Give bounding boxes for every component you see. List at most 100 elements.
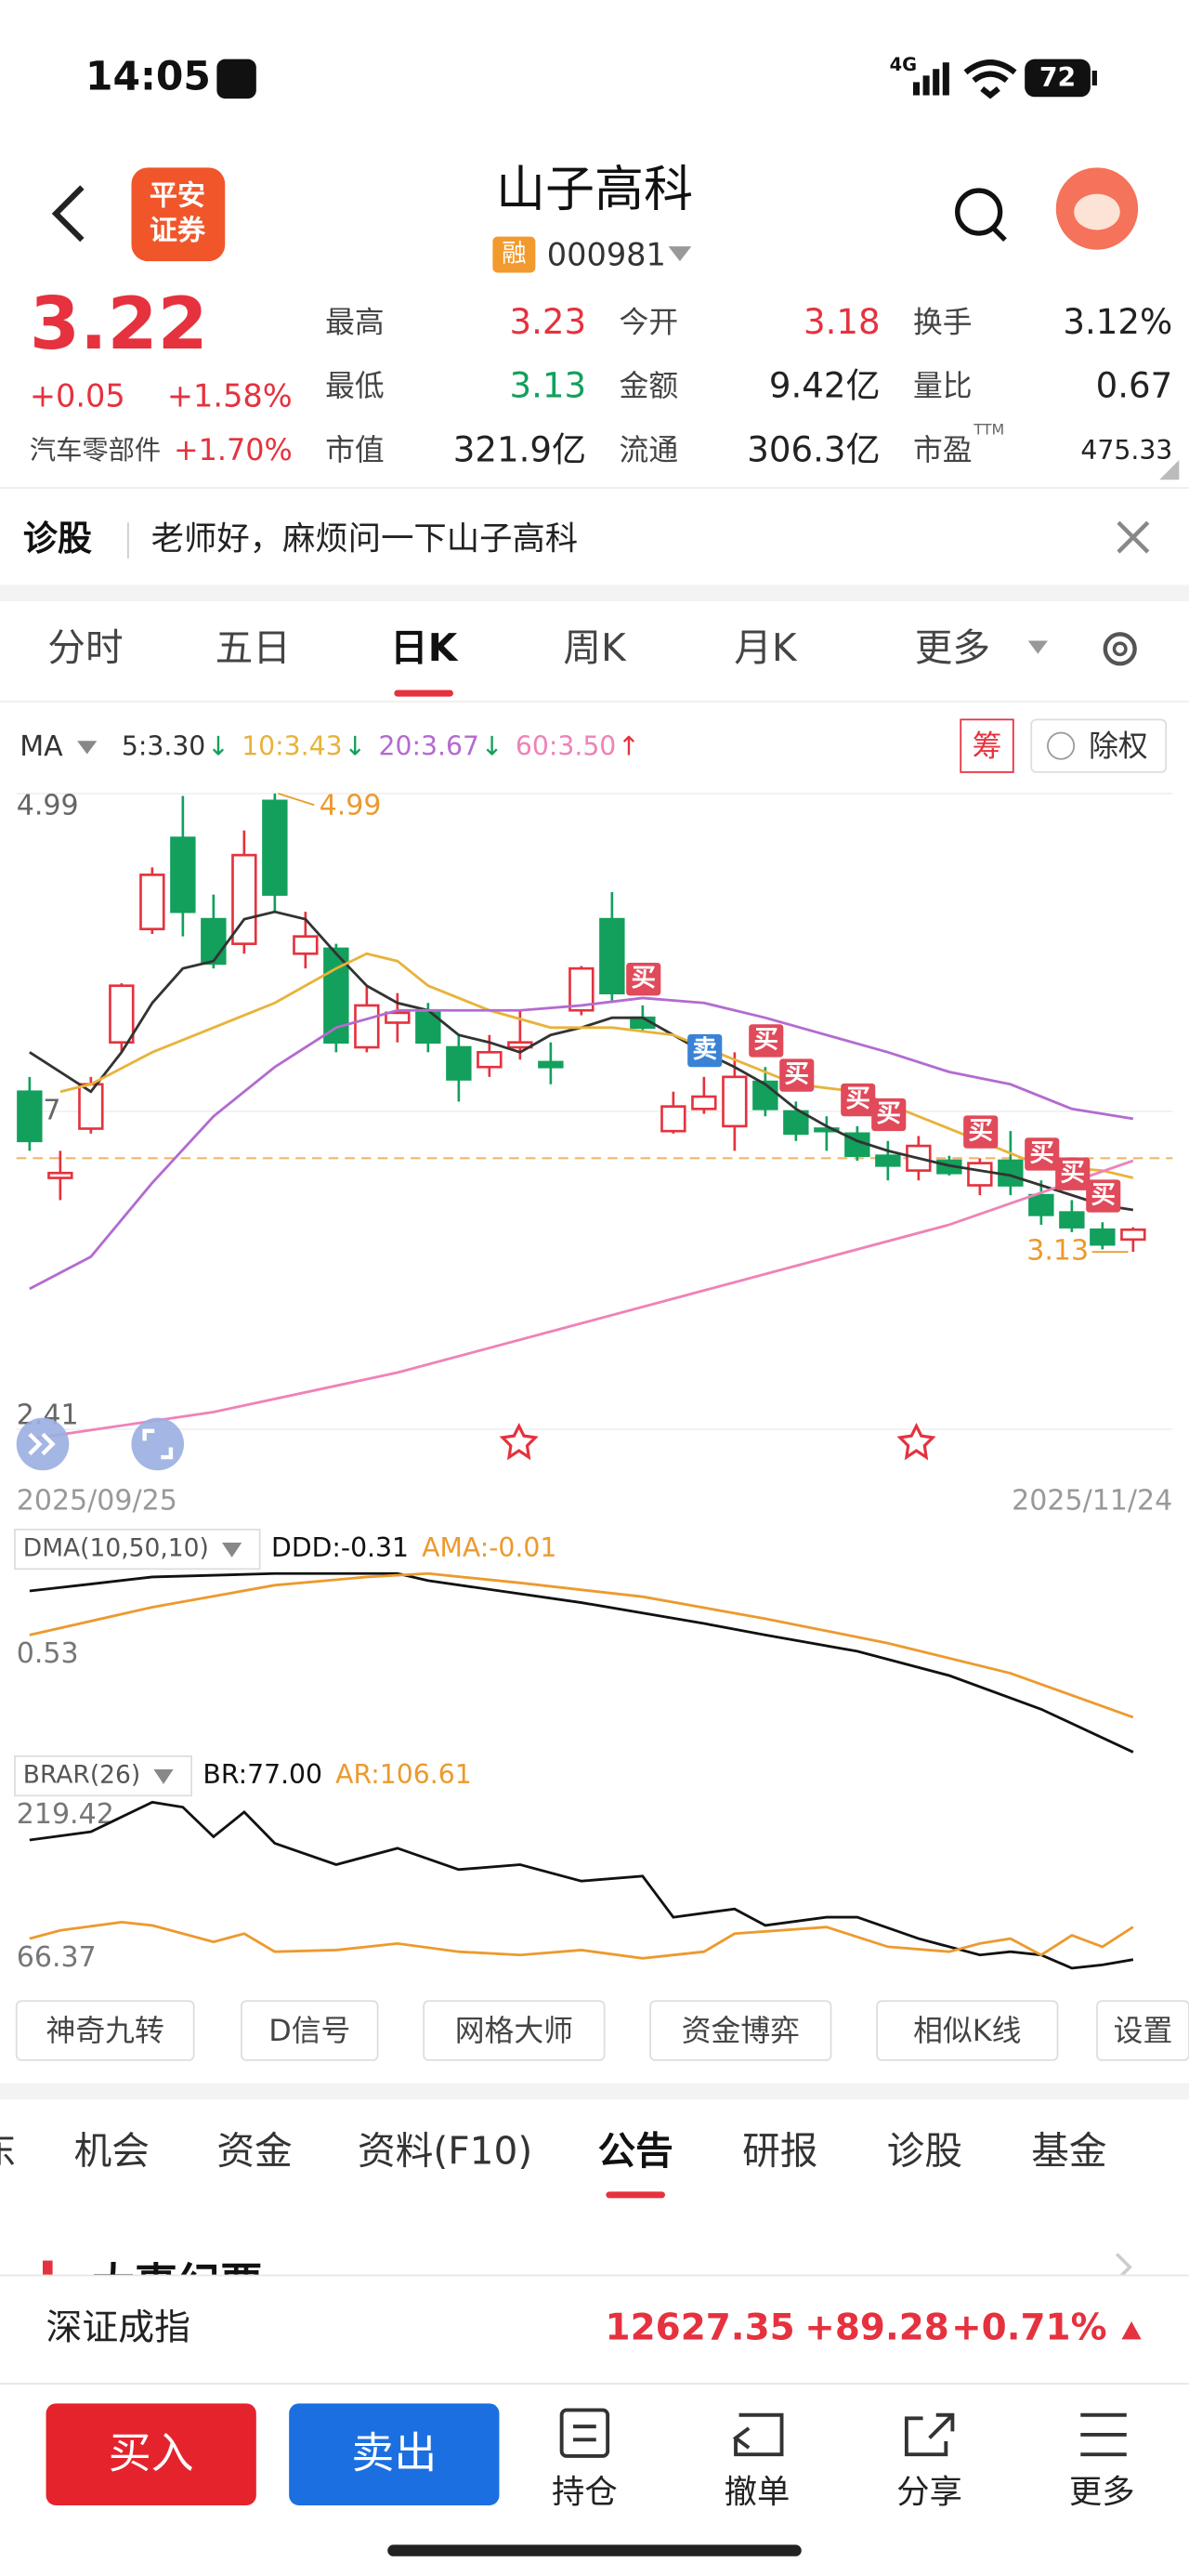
action-label[interactable]: 分享 (896, 2474, 962, 2512)
candle-body (691, 1095, 717, 1111)
battery-level: 72 (1039, 62, 1076, 93)
expand-corner[interactable] (1159, 460, 1180, 480)
broker-line: 证券 (150, 215, 206, 247)
price-change: +0.05 (30, 377, 125, 414)
period-tab[interactable]: 周K (563, 625, 627, 670)
signal-badge[interactable] (749, 1024, 784, 1058)
period-tab[interactable]: 五日 (216, 625, 291, 670)
signal-badge[interactable] (871, 1097, 907, 1132)
diagnosis-text: 老师好，麻烦问一下山子高科 (151, 520, 578, 559)
tool-button[interactable] (649, 2000, 832, 2061)
buy-button[interactable] (46, 2403, 256, 2505)
series-line (59, 952, 1134, 1179)
sector-name: 汽车零部件 (30, 435, 161, 466)
signal-badge[interactable] (626, 962, 661, 996)
candle-body (538, 1060, 564, 1069)
status-network: 4G (890, 54, 917, 75)
fullscreen-button[interactable] (131, 1417, 185, 1471)
tool-button[interactable] (241, 2000, 379, 2061)
margin-tag-text: 融 (502, 240, 527, 269)
candle-body (293, 935, 319, 955)
info-tabs: 东 机会 资金 资料(F10) 公告 研报 诊股 基金 (0, 2129, 1107, 2199)
settings-button[interactable] (1103, 632, 1137, 666)
period-tab[interactable]: 分时 (47, 625, 123, 670)
tool-label: D信号 (268, 2013, 350, 2048)
signal-badge[interactable] (1025, 1137, 1060, 1171)
ma-dropdown[interactable] (77, 741, 98, 755)
candle-body (599, 917, 625, 994)
back-button[interactable] (51, 185, 85, 243)
y-tick-label: 219.42 (17, 1798, 114, 1831)
signal-badge[interactable] (1055, 1157, 1091, 1190)
stat-value: 475.33 (1080, 435, 1172, 466)
max-label: 4.99 (320, 790, 382, 822)
signal-badge[interactable] (841, 1083, 876, 1117)
position-icon[interactable] (559, 2408, 610, 2458)
candle-body (477, 1050, 503, 1069)
period-tab[interactable]: 月K (734, 625, 798, 670)
ma-legend-arrow: ↓ (344, 730, 366, 761)
period-tab[interactable]: 日K (390, 625, 459, 670)
candle-body (875, 1154, 901, 1167)
tool-button[interactable] (15, 2000, 195, 2061)
action-label[interactable]: 更多 (1069, 2474, 1135, 2512)
signal-label: 买 (876, 1099, 900, 1128)
panel-name-box[interactable] (14, 1755, 192, 1797)
info-tab[interactable]: 东 (0, 2129, 17, 2174)
info-tab[interactable]: 基金 (1031, 2129, 1106, 2174)
event-marker[interactable] (896, 1422, 936, 1461)
info-tab[interactable]: 资料(F10) (358, 2129, 532, 2174)
index-change: +89.28 (804, 2307, 949, 2348)
stat-label: 流通 (620, 432, 679, 467)
info-tab[interactable]: 公告 (598, 2129, 673, 2174)
stock-code: 000981 (547, 236, 666, 272)
series-line (29, 1571, 1134, 1719)
period-tab[interactable]: 更多 (915, 625, 990, 670)
signal-badge[interactable] (687, 1033, 723, 1068)
cancel-icon[interactable] (732, 2412, 784, 2457)
stat-value: 321.9亿 (453, 430, 586, 470)
stat-label: 金额 (620, 368, 679, 403)
stat-value: 3.18 (804, 302, 881, 342)
sell-button[interactable] (289, 2403, 500, 2505)
chip-button[interactable] (960, 718, 1014, 773)
info-tab[interactable]: 资金 (216, 2129, 292, 2174)
collapse-button[interactable] (16, 1417, 70, 1471)
signal-badge[interactable] (779, 1058, 815, 1092)
period-tabs: 分时 五日 日K 周K 月K 更多 (47, 625, 990, 697)
home-indicator (387, 2544, 802, 2556)
signal-label: 买 (968, 1117, 993, 1146)
stat-label: 今开 (620, 304, 679, 339)
series-line (29, 1571, 1134, 1754)
more-dropdown[interactable] (1027, 640, 1048, 654)
indicator-tools: 神奇九转 D信号 网格大师 资金博弈 相似K线 设置 (15, 2000, 1189, 2061)
more-icon[interactable] (1080, 2412, 1127, 2457)
tool-button[interactable] (423, 2000, 606, 2061)
stat-label: 最高 (325, 304, 385, 339)
index-bar[interactable] (0, 2275, 1189, 2385)
share-icon[interactable] (904, 2412, 955, 2457)
last-price: 3.22 (30, 283, 208, 366)
diagnosis-bar[interactable] (0, 489, 1189, 585)
stock-name: 山子高科 (496, 160, 693, 217)
stat-value: 3.13 (510, 366, 587, 406)
search-button[interactable] (955, 188, 1003, 236)
panel-name: BRAR(26) (23, 1761, 140, 1790)
action-label[interactable]: 持仓 (552, 2474, 618, 2512)
stat-label: 换手 (913, 304, 973, 339)
panel-name-box[interactable] (14, 1528, 261, 1571)
tool-button[interactable] (876, 2000, 1059, 2061)
info-tab[interactable]: 机会 (74, 2129, 150, 2174)
code-dropdown[interactable] (668, 246, 692, 262)
info-tab[interactable]: 诊股 (887, 2129, 962, 2174)
signal-label: 买 (845, 1084, 870, 1113)
signal-badge[interactable] (963, 1115, 999, 1149)
candle-body (139, 874, 165, 931)
signal-label: 卖 (692, 1035, 717, 1064)
signal-badge[interactable] (1086, 1179, 1121, 1213)
action-label[interactable]: 撤单 (725, 2474, 790, 2512)
event-marker[interactable] (499, 1422, 539, 1461)
close-button[interactable] (1117, 520, 1150, 554)
info-tab[interactable]: 研报 (742, 2129, 817, 2174)
index-arrow (1121, 2320, 1142, 2340)
